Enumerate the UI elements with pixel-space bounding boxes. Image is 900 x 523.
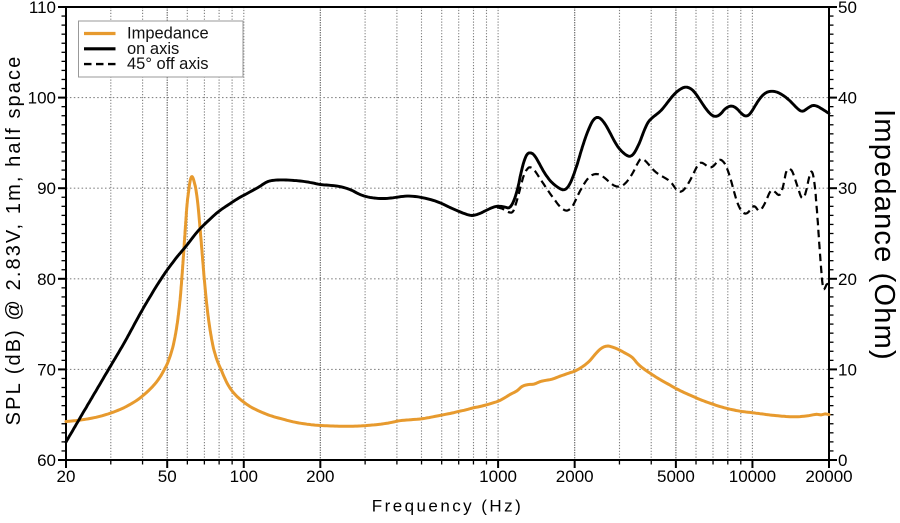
svg-text:20000: 20000: [805, 467, 852, 486]
svg-text:10: 10: [838, 360, 857, 379]
svg-text:Impedance: Impedance: [127, 25, 209, 43]
svg-text:100: 100: [28, 89, 56, 108]
svg-text:20: 20: [838, 270, 857, 289]
svg-text:80: 80: [37, 270, 56, 289]
svg-text:90: 90: [37, 179, 56, 198]
svg-text:SPL (dB) @ 2.83V, 1m, half spa: SPL (dB) @ 2.83V, 1m, half space: [3, 55, 25, 426]
svg-text:30: 30: [838, 179, 857, 198]
svg-text:Frequency (Hz): Frequency (Hz): [372, 497, 523, 516]
svg-text:2000: 2000: [556, 467, 594, 486]
svg-text:1000: 1000: [479, 467, 517, 486]
svg-text:45° off axis: 45° off axis: [127, 55, 209, 73]
svg-text:40: 40: [838, 89, 857, 108]
svg-text:200: 200: [306, 467, 334, 486]
svg-text:20: 20: [57, 467, 76, 486]
svg-text:on axis: on axis: [127, 40, 179, 58]
svg-text:0: 0: [838, 451, 847, 470]
svg-text:50: 50: [838, 0, 857, 17]
svg-text:70: 70: [37, 360, 56, 379]
svg-text:Impedance (Ohm): Impedance (Ohm): [868, 109, 900, 361]
svg-text:100: 100: [230, 467, 258, 486]
svg-text:50: 50: [158, 467, 177, 486]
svg-text:110: 110: [29, 0, 56, 17]
svg-text:60: 60: [37, 451, 56, 470]
svg-text:5000: 5000: [657, 467, 695, 486]
svg-text:10000: 10000: [729, 467, 776, 486]
